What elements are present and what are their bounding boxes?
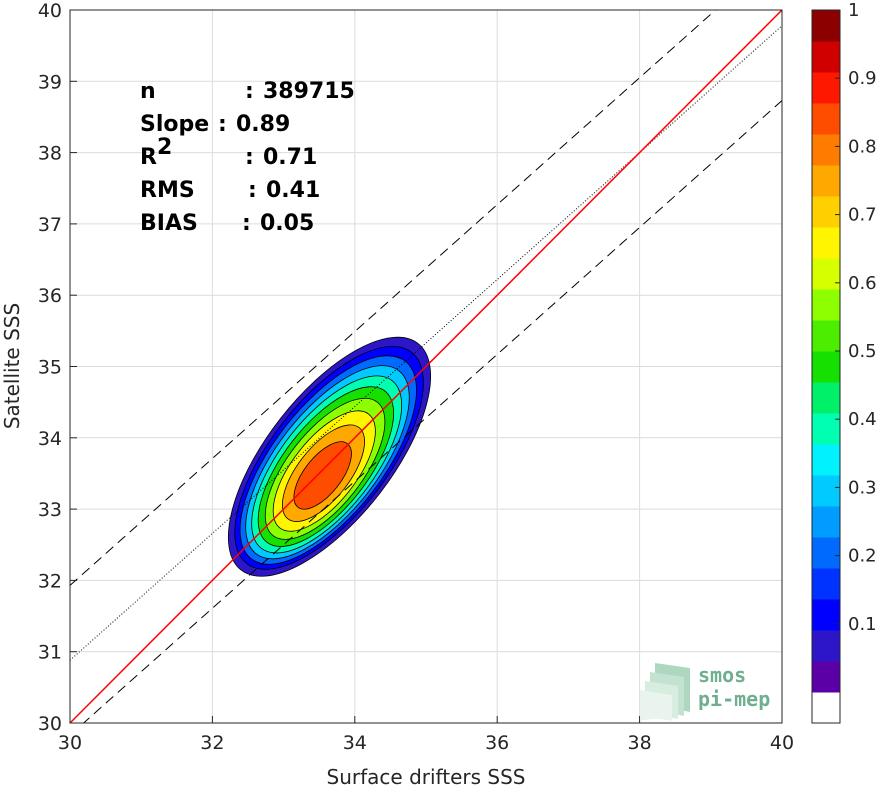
stat-value: 0.89 [236, 112, 290, 137]
x-tick-label: 36 [485, 732, 509, 754]
colorbar-band [812, 351, 840, 383]
colorbar-band [812, 258, 840, 290]
colorbar-tick-label: 0.9 [848, 68, 877, 89]
x-tick-label: 40 [770, 732, 794, 754]
colorbar-band [812, 444, 840, 476]
colorbar-tick-label: 0.3 [848, 477, 877, 498]
colorbar-band [812, 382, 840, 414]
colorbar-tick-label: 0.5 [848, 341, 877, 362]
reference-lines [70, 10, 782, 723]
colorbar-band [812, 289, 840, 321]
colorbar-band [812, 196, 840, 228]
colorbar-band [812, 72, 840, 104]
y-tick-label: 39 [38, 71, 62, 93]
stat-value: 0.71 [263, 145, 317, 170]
colorbar-band [812, 537, 840, 569]
stat-separator: : [248, 178, 257, 203]
y-tick-label: 36 [38, 285, 62, 307]
smos-pi-mep-logo: smos pi-mep [640, 663, 770, 721]
colorbar-band [812, 413, 840, 445]
x-axis-label: Surface drifters SSS [327, 765, 526, 789]
stat-label: n [140, 79, 156, 104]
stat-separator: : [242, 211, 251, 236]
colorbar-tick-label: 0.8 [848, 136, 877, 157]
y-tick-label: 31 [38, 642, 62, 664]
y-tick-label: 35 [38, 357, 62, 379]
y-axis-ticks: 30 31 32 33 34 35 36 37 38 39 40 [38, 0, 77, 735]
x-tick-label: 30 [58, 732, 82, 754]
y-tick-label: 32 [38, 570, 62, 592]
colorbar-band [812, 599, 840, 631]
logo-line-2: pi-mep [698, 687, 770, 711]
density-contours [227, 336, 432, 577]
y-tick-label: 30 [38, 713, 62, 735]
stat-value: 0.41 [266, 178, 320, 203]
density-contour-level [293, 441, 352, 510]
colorbar-band [812, 41, 840, 73]
stat-value: 389715 [263, 79, 355, 104]
statistics-box: n: 389715 Slope: 0.89 R 2: 0.71 RMS: 0.41 BIA… [140, 79, 355, 236]
stat-label: Slope [140, 112, 209, 137]
colorbar-band [812, 475, 840, 507]
colorbar-band [812, 630, 840, 662]
identity-line [70, 10, 782, 723]
y-tick-label: 37 [38, 214, 62, 236]
y-tick-label: 34 [38, 428, 62, 450]
colorbar-frame [811, 9, 841, 724]
stat-label: R [140, 145, 157, 170]
colorbar-tick-label: 1 [848, 0, 859, 21]
colorbar-band [812, 165, 840, 197]
stat-value: 0.05 [260, 211, 314, 236]
colorbar-band [812, 320, 840, 352]
grid-lines [69, 9, 783, 724]
y-axis-label: Satellite SSS [0, 303, 24, 429]
colorbar-tick-label: 0.1 [848, 614, 877, 635]
colorbar-band [812, 134, 840, 166]
colorbar-tick-label: 0.7 [848, 205, 877, 226]
y-tick-label: 33 [38, 499, 62, 521]
x-tick-label: 32 [200, 732, 224, 754]
colorbar-tick-label: 0.6 [848, 273, 877, 294]
x-tick-label: 34 [343, 732, 367, 754]
stat-separator: : [245, 145, 254, 170]
colorbar-band [812, 10, 840, 42]
colorbar-band [812, 103, 840, 135]
colorbar-band [812, 692, 840, 724]
logo-line-1: smos [698, 663, 746, 687]
colorbar-band [812, 227, 840, 259]
y-tick-label: 40 [38, 0, 62, 22]
colorbar-band [812, 568, 840, 600]
stat-separator: : [245, 79, 254, 104]
colorbar-band [812, 661, 840, 693]
stat-label: BIAS [140, 211, 198, 236]
colorbar-tick-label: 0.4 [848, 409, 877, 430]
x-tick-label: 38 [628, 732, 652, 754]
stat-superscript: 2 [157, 135, 172, 160]
x-axis-ticks: 30 32 34 36 38 40 [58, 716, 794, 754]
colorbar: 0.1 0.2 0.3 0.4 0.5 0.6 0.7 0.8 0.9 1 [811, 0, 877, 724]
stat-label: RMS [140, 178, 195, 203]
stat-separator: : [218, 112, 227, 137]
colorbar-tick-label: 0.2 [848, 546, 877, 567]
colorbar-band [812, 506, 840, 538]
logo-wave-icon [640, 663, 690, 721]
y-tick-label: 38 [38, 143, 62, 165]
